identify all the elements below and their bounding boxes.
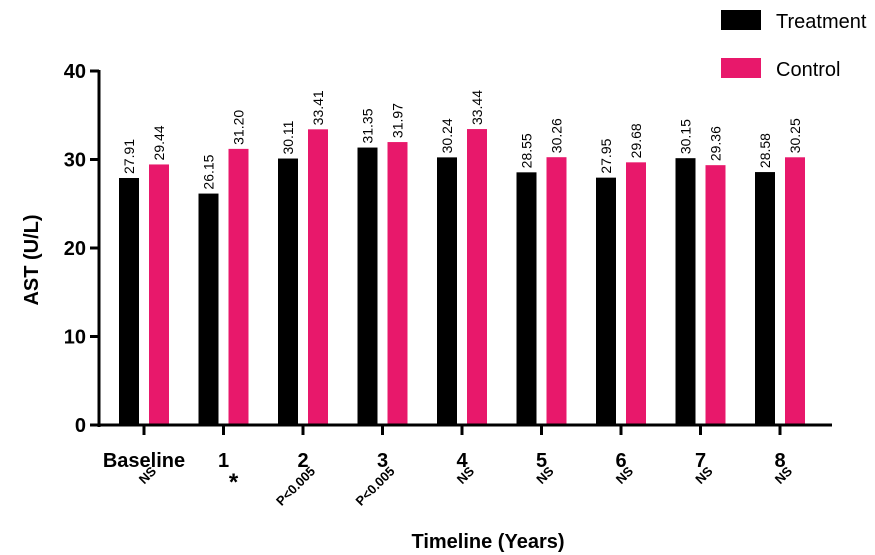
x-tick-label-8: 8 bbox=[774, 450, 785, 472]
bar-control-2 bbox=[308, 129, 328, 425]
data-label-control-5: 30.26 bbox=[549, 118, 565, 153]
data-label-treatment-baseline: 27.91 bbox=[121, 139, 137, 174]
data-label-treatment-5: 28.55 bbox=[519, 133, 535, 168]
y-tick-label: 30 bbox=[64, 150, 86, 172]
x-tick-label-5: 5 bbox=[536, 450, 547, 472]
bars: 27.91 29.44 26.15 31.20 30.11 33.41 31.35 31.97… bbox=[119, 90, 805, 426]
y-tick-label: 20 bbox=[64, 238, 86, 260]
y-axis-title: AST (U/L) bbox=[21, 214, 43, 305]
data-label-treatment-3: 31.35 bbox=[360, 108, 376, 143]
significance-label: P<0.005 bbox=[273, 464, 318, 509]
bar-control-5 bbox=[546, 157, 567, 425]
data-label-control-4: 33.44 bbox=[469, 90, 485, 125]
data-label-treatment-2: 30.11 bbox=[280, 120, 296, 154]
data-label-control-2: 33.41 bbox=[310, 90, 326, 125]
bar-control-6 bbox=[626, 162, 646, 425]
legend: Treatment Control bbox=[721, 10, 867, 81]
data-label-control-8: 30.25 bbox=[787, 118, 803, 153]
bar-control-1 bbox=[228, 148, 249, 425]
bar-treatment-8 bbox=[755, 172, 775, 425]
legend-swatch-control bbox=[721, 58, 761, 78]
bar-treatment-7 bbox=[675, 158, 696, 426]
legend-label-treatment: Treatment bbox=[776, 11, 867, 33]
legend-swatch-treatment bbox=[721, 10, 761, 30]
x-tick-label-7: 7 bbox=[695, 450, 706, 472]
y-tick-label: 40 bbox=[64, 61, 86, 83]
x-tick-label-4: 4 bbox=[456, 450, 468, 472]
legend-label-control: Control bbox=[776, 59, 840, 81]
bar-control-baseline bbox=[149, 164, 169, 425]
bar-treatment-2 bbox=[278, 158, 298, 426]
data-label-control-3: 31.97 bbox=[390, 103, 406, 138]
bar-control-3 bbox=[387, 142, 408, 426]
data-label-control-baseline: 29.44 bbox=[151, 125, 167, 160]
x-tick-label-2: 2 bbox=[297, 450, 308, 472]
bar-treatment-5 bbox=[516, 172, 537, 425]
x-tick-label-6: 6 bbox=[615, 450, 626, 472]
x-axis-title: Timeline (Years) bbox=[411, 531, 564, 553]
bar-treatment-baseline bbox=[119, 177, 139, 425]
bar-treatment-3 bbox=[357, 147, 378, 426]
data-label-control-7: 29.36 bbox=[708, 126, 724, 161]
bar-treatment-1 bbox=[198, 193, 219, 425]
y-tick-label: 10 bbox=[64, 327, 86, 349]
data-label-treatment-8: 28.58 bbox=[757, 133, 773, 168]
data-label-control-1: 31.20 bbox=[231, 110, 247, 145]
significance-label: P<0.005 bbox=[353, 464, 398, 509]
data-label-treatment-4: 30.24 bbox=[439, 118, 455, 153]
data-label-control-6: 29.68 bbox=[628, 123, 644, 158]
bar-control-8 bbox=[785, 157, 805, 425]
data-label-treatment-6: 27.95 bbox=[598, 138, 614, 173]
data-label-treatment-7: 30.15 bbox=[678, 119, 694, 154]
significance-label: * bbox=[229, 469, 239, 496]
x-tick-label-3: 3 bbox=[377, 450, 388, 472]
bar-control-7 bbox=[705, 165, 726, 425]
bar-treatment-6 bbox=[596, 177, 616, 425]
data-label-treatment-1: 26.15 bbox=[201, 154, 217, 189]
x-tick-label-1: 1 bbox=[218, 450, 229, 472]
x-tick-label-baseline: Baseline bbox=[103, 450, 185, 472]
y-tick-label: 0 bbox=[75, 415, 86, 437]
bar-treatment-4 bbox=[437, 157, 457, 425]
bar-control-4 bbox=[467, 129, 487, 425]
